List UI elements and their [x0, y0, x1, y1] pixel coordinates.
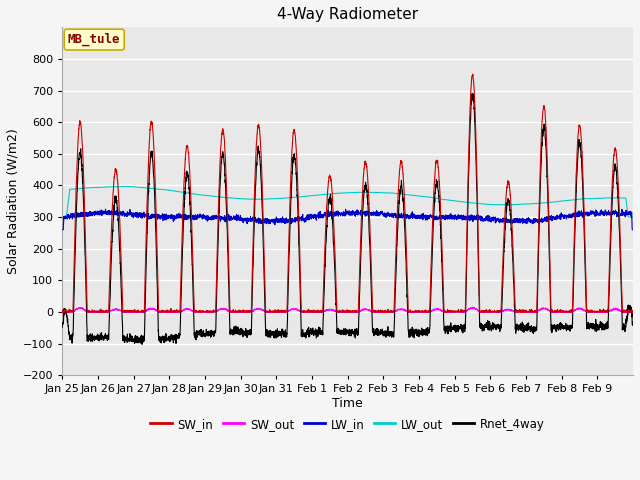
- Title: 4-Way Radiometer: 4-Way Radiometer: [277, 7, 418, 22]
- Y-axis label: Solar Radiation (W/m2): Solar Radiation (W/m2): [7, 128, 20, 274]
- Legend: SW_in, SW_out, LW_in, LW_out, Rnet_4way: SW_in, SW_out, LW_in, LW_out, Rnet_4way: [146, 413, 550, 435]
- Text: MB_tule: MB_tule: [68, 33, 120, 46]
- X-axis label: Time: Time: [332, 397, 363, 410]
